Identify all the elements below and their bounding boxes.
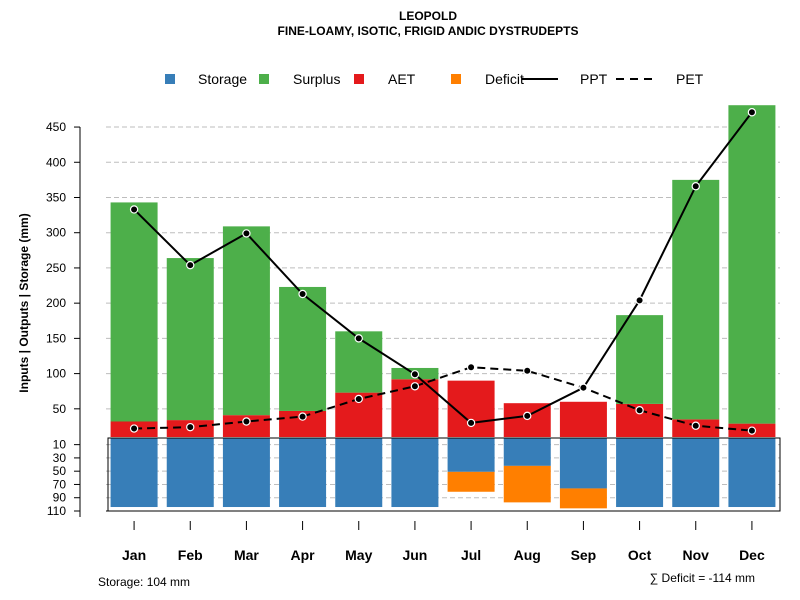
y-tick-label-lower: 90	[53, 491, 67, 505]
chart-title: LEOPOLD	[399, 9, 457, 23]
bar-aet-sep	[559, 401, 607, 437]
x-tick-label-apr: Apr	[291, 547, 316, 563]
point-ppt-oct	[635, 296, 644, 305]
point-ppt-dec	[747, 108, 757, 117]
point-pet-nov	[691, 421, 700, 430]
point-pet-sep	[579, 383, 588, 392]
x-tick-label-oct: Oct	[628, 547, 652, 563]
bar-storage-may	[335, 438, 383, 508]
axes: 501001502002503003504004501030507090110J…	[46, 120, 780, 563]
line-marks	[129, 108, 757, 435]
y-tick-label-upper: 150	[46, 331, 66, 345]
point-ppt-mar	[242, 229, 251, 238]
y-tick-label-lower: 10	[53, 438, 67, 452]
y-axis-label: Inputs | Outputs | Storage (mm)	[17, 213, 31, 392]
y-tick-label-lower: 110	[47, 504, 66, 518]
bar-surplus-dec	[728, 105, 776, 424]
bar-storage-jan	[110, 438, 158, 508]
legend-swatch-surplus	[259, 74, 269, 84]
legend-swatch-aet	[354, 74, 364, 84]
point-ppt-nov	[691, 182, 700, 191]
point-pet-feb	[186, 422, 195, 432]
y-tick-label-upper: 450	[46, 120, 66, 134]
bar-storage-mar	[222, 438, 270, 508]
deficit-note: ∑ Deficit = -114 mm	[650, 571, 755, 585]
point-pet-apr	[298, 412, 307, 421]
point-ppt-feb	[186, 260, 195, 270]
line-pet	[134, 366, 753, 432]
y-tick-label-lower: 70	[53, 477, 67, 491]
point-pet-jan	[129, 424, 139, 433]
x-tick-label-sep: Sep	[571, 547, 597, 563]
point-ppt-jul	[466, 418, 476, 428]
legend-label-pet: PET	[676, 71, 704, 87]
point-pet-oct	[635, 406, 644, 415]
bar-deficit-sep	[559, 488, 607, 509]
bar-surplus-nov	[672, 179, 720, 420]
x-tick-label-mar: Mar	[234, 547, 259, 563]
bar-storage-sep	[559, 438, 607, 489]
bar-deficit-aug	[503, 465, 551, 503]
point-ppt-aug	[523, 411, 532, 421]
x-tick-label-may: May	[345, 547, 372, 563]
bar-storage-jun	[391, 438, 439, 508]
point-ppt-may	[354, 334, 363, 343]
point-pet-jul	[466, 363, 476, 372]
x-tick-label-jan: Jan	[122, 547, 146, 563]
bar-storage-aug	[503, 438, 551, 466]
legend-label-storage: Storage	[198, 71, 247, 87]
point-pet-aug	[523, 366, 532, 375]
x-tick-label-jul: Jul	[461, 547, 481, 563]
bar-storage-oct	[616, 438, 664, 508]
bar-marks	[107, 105, 781, 512]
legend-label-surplus: Surplus	[293, 71, 340, 87]
x-tick-label-jun: Jun	[402, 547, 427, 563]
y-tick-label-upper: 50	[53, 402, 67, 416]
x-tick-label-feb: Feb	[178, 547, 203, 563]
x-tick-label-aug: Aug	[514, 547, 541, 563]
y-tick-label-upper: 300	[46, 226, 66, 240]
bar-surplus-apr	[279, 286, 327, 411]
legend-swatch-storage	[165, 74, 175, 84]
bar-surplus-mar	[222, 226, 270, 416]
bar-surplus-feb	[166, 258, 214, 421]
x-tick-label-nov: Nov	[683, 547, 710, 563]
legend-label-deficit: Deficit	[485, 71, 524, 87]
bar-storage-nov	[672, 438, 720, 508]
y-tick-label-upper: 100	[46, 367, 66, 381]
legend-label-aet: AET	[388, 71, 416, 87]
point-pet-dec	[747, 426, 757, 435]
bar-deficit-jul	[447, 471, 495, 492]
y-tick-label-lower: 50	[53, 464, 67, 478]
legend-swatch-deficit	[451, 74, 461, 84]
x-tick-label-dec: Dec	[739, 547, 765, 563]
point-ppt-apr	[298, 289, 307, 299]
bar-storage-dec	[728, 438, 776, 508]
bar-surplus-oct	[616, 315, 664, 404]
y-tick-label-upper: 200	[46, 296, 66, 310]
y-tick-label-upper: 250	[46, 261, 66, 275]
legend: Storage Surplus AET Deficit PPT PET	[165, 71, 704, 87]
bar-storage-feb	[166, 438, 214, 508]
point-ppt-jun	[410, 370, 420, 379]
point-pet-jun	[410, 382, 420, 391]
point-ppt-jan	[129, 205, 139, 214]
point-pet-mar	[242, 417, 251, 426]
legend-label-ppt: PPT	[580, 71, 608, 87]
y-tick-label-upper: 400	[46, 155, 66, 169]
point-pet-may	[354, 394, 363, 404]
y-tick-label-upper: 350	[46, 190, 66, 204]
y-tick-label-lower: 30	[53, 451, 67, 465]
bar-storage-apr	[279, 438, 327, 508]
bar-surplus-jan	[110, 202, 158, 422]
storage-note: Storage: 104 mm	[98, 575, 190, 589]
bar-storage-jul	[447, 438, 495, 472]
chart-subtitle: FINE-LOAMY, ISOTIC, FRIGID ANDIC DYSTRUD…	[278, 24, 579, 38]
line-ppt	[133, 111, 753, 424]
